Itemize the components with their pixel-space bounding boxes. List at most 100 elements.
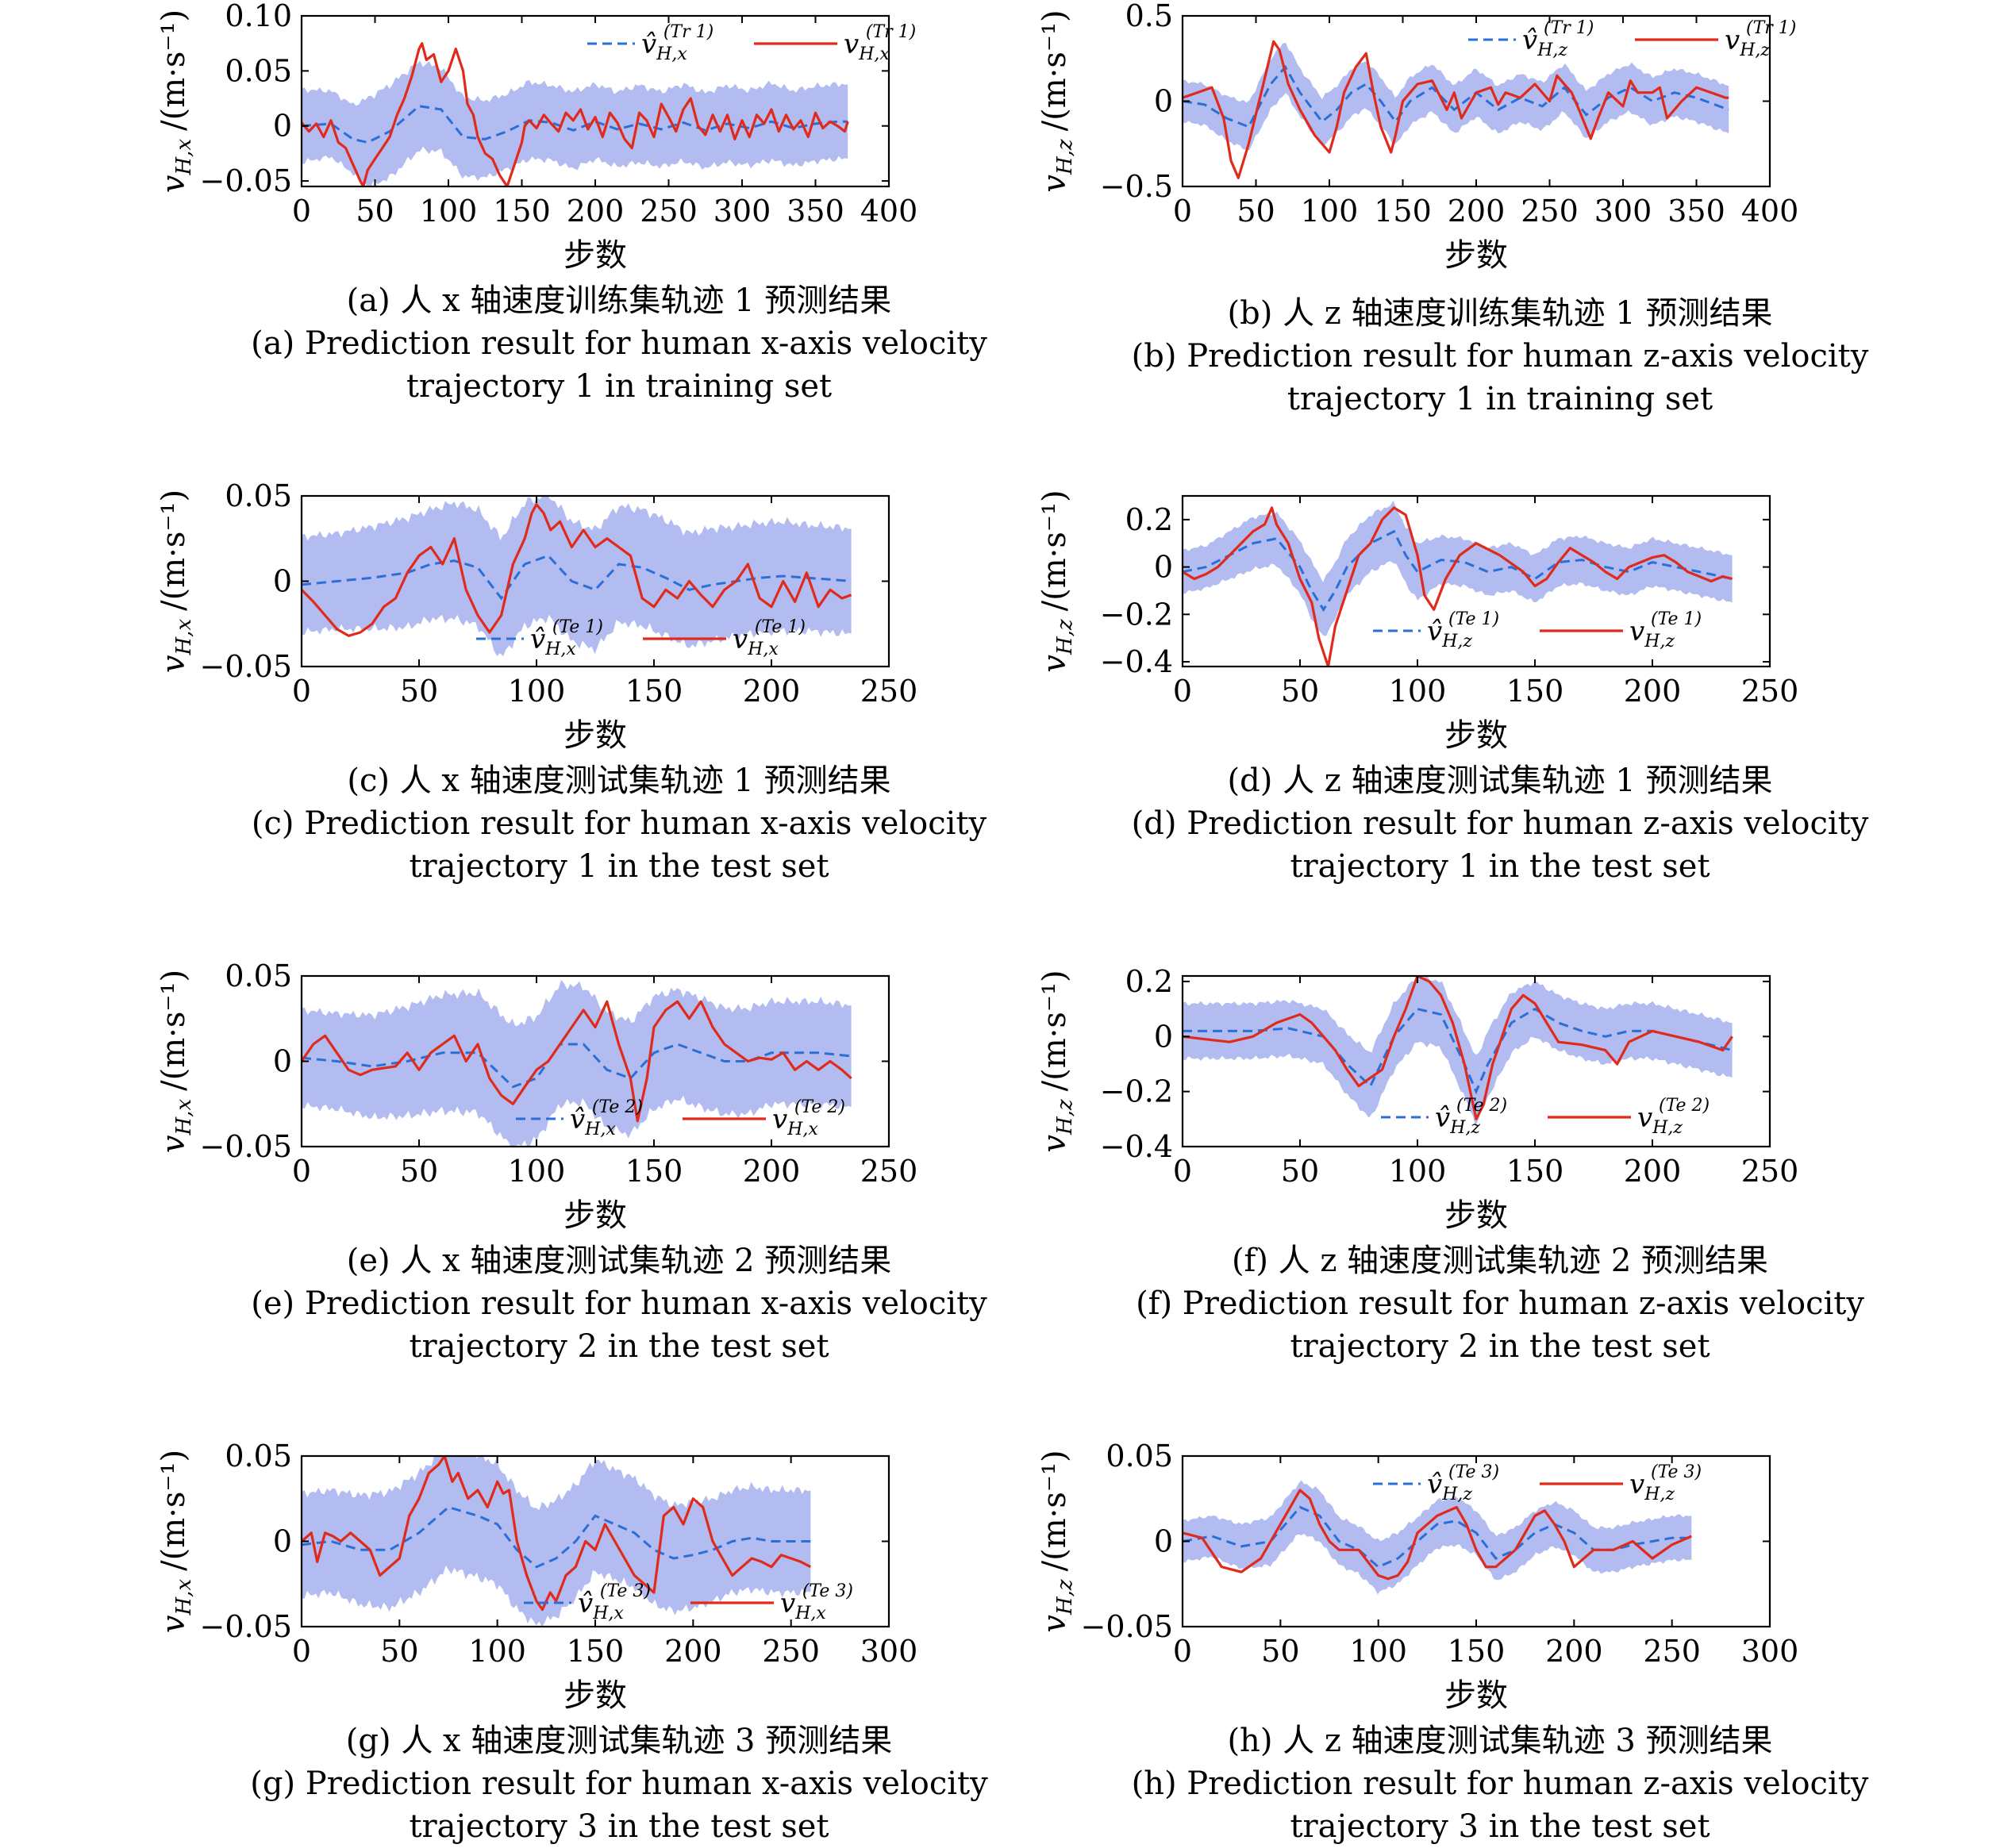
- caption-e-zh: (e) 人 x 轴速度测试集轨迹 2 预测结果: [346, 1243, 892, 1279]
- x-tick-label: 0: [292, 674, 311, 709]
- caption-e-en2: trajectory 2 in the test set: [409, 1328, 829, 1365]
- y-axis-label: vH,x/(m·s⁻¹): [156, 1450, 196, 1633]
- predicted-series-line: [1183, 529, 1733, 613]
- uncertainty-band: [302, 1456, 811, 1627]
- y-tick-label: 0: [1154, 1524, 1173, 1559]
- y-tick-label: −0.5: [1100, 169, 1173, 204]
- x-tick-label: 200: [1448, 194, 1506, 229]
- legend-meas-label: vH,x(Te 1): [733, 617, 806, 659]
- x-tick-label: 250: [1741, 674, 1799, 709]
- legend: v̂H,z(Te 2) vH,z(Te 2): [1381, 1096, 1710, 1138]
- y-axis-label: vH,x/(m·s⁻¹): [156, 970, 196, 1153]
- y-tick-label: 0.05: [225, 478, 292, 513]
- predicted-series-line: [1183, 1007, 1733, 1095]
- x-tick-label: 0: [1173, 1634, 1192, 1669]
- plot-frame: [1181, 494, 1771, 668]
- legend-pred-label: v̂H,x(Te 3): [578, 1581, 651, 1623]
- caption-b-en2: trajectory 1 in training set: [1287, 381, 1713, 417]
- caption-g: (g) 人 x 轴速度测试集轨迹 3 预测结果 (g) Prediction r…: [159, 1719, 1079, 1848]
- x-tick-label: 300: [1594, 194, 1652, 229]
- x-tick-label: 100: [468, 1634, 526, 1669]
- x-tick-label: 100: [1349, 1634, 1407, 1669]
- y-axis-label: vH,z/(m·s⁻¹): [1037, 490, 1077, 672]
- caption-a-en1: (a) Prediction result for human x-axis v…: [251, 325, 987, 362]
- y-tick-label: −0.2: [1100, 1074, 1173, 1109]
- x-tick-label: 0: [292, 1154, 311, 1189]
- y-tick-label: −0.05: [200, 1129, 292, 1164]
- caption-c-en2: trajectory 1 in the test set: [409, 848, 829, 885]
- y-tick-label: −0.4: [1100, 1129, 1173, 1164]
- chart-a: 0 50 100 150 200 250 300 350 400−0.0500.050.10步数…: [156, 0, 917, 274]
- x-tick-label: 100: [1301, 194, 1359, 229]
- caption-c: (c) 人 x 轴速度测试集轨迹 1 预测结果 (c) Prediction r…: [159, 759, 1079, 888]
- caption-f-en2: trajectory 2 in the test set: [1290, 1328, 1710, 1365]
- x-tick-label: 150: [1374, 194, 1432, 229]
- legend-meas-label: vH,z(Tr 1): [1725, 18, 1796, 60]
- x-tick-label: 250: [1741, 1154, 1799, 1189]
- caption-e-en1: (e) Prediction result for human x-axis v…: [251, 1285, 987, 1322]
- caption-f-zh: (f) 人 z 轴速度测试集轨迹 2 预测结果: [1231, 1243, 1769, 1279]
- measured-series-line: [1183, 976, 1733, 1120]
- legend-pred-label: v̂H,x(Te 1): [530, 617, 603, 659]
- x-tick-label: 50: [1261, 1634, 1299, 1669]
- x-tick-label: 0: [292, 194, 311, 229]
- x-axis-label: 步数: [563, 1677, 627, 1714]
- legend-pred-label: v̂H,z(Te 2): [1435, 1096, 1507, 1138]
- legend-meas-label: vH,x(Tr 1): [844, 22, 916, 64]
- x-tick-label: 150: [625, 674, 683, 709]
- x-tick-label: 200: [743, 674, 801, 709]
- caption-d-en1: (d) Prediction result for human z-axis v…: [1131, 805, 1869, 842]
- x-tick-label: 200: [1545, 1634, 1603, 1669]
- x-tick-label: 100: [508, 1154, 566, 1189]
- chart-c: 0 50 100 150 200 250−0.0500.05步数vH,x/(m·s⁻¹)v…: [156, 478, 918, 754]
- y-tick-label: −0.05: [200, 163, 292, 198]
- caption-f: (f) 人 z 轴速度测试集轨迹 2 预测结果 (f) Prediction r…: [1040, 1239, 1960, 1368]
- x-tick-label: 150: [1506, 674, 1564, 709]
- legend: v̂H,x(Te 1) vH,x(Te 1): [476, 617, 806, 659]
- chart-g: 0 50 100 150 200 250 300−0.0500.05步数vH,x/(m·s⁻…: [156, 1439, 917, 1714]
- x-tick-label: 350: [1667, 194, 1725, 229]
- x-tick-label: 50: [356, 194, 394, 229]
- x-tick-label: 200: [567, 194, 625, 229]
- y-tick-label: −0.2: [1100, 597, 1173, 632]
- predicted-series-line: [302, 554, 852, 601]
- y-tick-label: 0.2: [1125, 502, 1173, 537]
- x-tick-label: 50: [380, 1634, 418, 1669]
- chart-e: 0 50 100 150 200 250−0.0500.05步数vH,x/(m·s⁻¹)v…: [156, 959, 917, 1234]
- x-tick-label: 100: [420, 194, 478, 229]
- caption-g-en1: (g) Prediction result for human x-axis v…: [250, 1765, 988, 1802]
- x-tick-label: 100: [1389, 674, 1447, 709]
- measured-series-line: [1183, 40, 1729, 179]
- uncertainty-band: [1183, 1480, 1692, 1595]
- x-tick-label: 250: [1643, 1634, 1701, 1669]
- x-tick-label: 150: [1448, 1634, 1506, 1669]
- legend-pred-label: v̂H,z(Te 3): [1427, 1462, 1499, 1504]
- x-tick-label: 200: [1624, 674, 1682, 709]
- x-tick-label: 250: [762, 1634, 820, 1669]
- plot-frame: [1181, 974, 1771, 1148]
- x-tick-label: 250: [1521, 194, 1579, 229]
- x-axis-label: 步数: [1444, 237, 1508, 274]
- y-axis-label: vH,z/(m·s⁻¹): [1037, 1450, 1077, 1632]
- caption-a: (a) 人 x 轴速度训练集轨迹 1 预测结果 (a) Prediction r…: [159, 279, 1079, 408]
- predicted-series-line: [302, 1505, 811, 1569]
- x-tick-label: 50: [1281, 674, 1319, 709]
- x-tick-label: 200: [1624, 1154, 1682, 1189]
- measured-series-line: [302, 42, 849, 186]
- caption-h-en2: trajectory 3 in the test set: [1290, 1808, 1710, 1845]
- legend: v̂H,z(Te 1) vH,z(Te 1): [1373, 609, 1702, 651]
- legend-pred-label: v̂H,x(Tr 1): [641, 22, 713, 64]
- caption-b: (b) 人 z 轴速度训练集轨迹 1 预测结果 (b) Prediction r…: [1040, 292, 1960, 421]
- uncertainty-band: [302, 979, 852, 1147]
- x-tick-label: 150: [493, 194, 551, 229]
- x-tick-label: 150: [1506, 1154, 1564, 1189]
- caption-a-en2: trajectory 1 in training set: [406, 368, 833, 405]
- caption-g-zh: (g) 人 x 轴速度测试集轨迹 3 预测结果: [345, 1723, 893, 1759]
- y-tick-label: 0: [273, 1524, 292, 1559]
- x-tick-label: 250: [860, 674, 918, 709]
- y-tick-label: −0.05: [1081, 1609, 1173, 1644]
- x-tick-label: 50: [400, 1154, 438, 1189]
- x-axis-label: 步数: [563, 717, 627, 754]
- x-axis-label: 步数: [1444, 1677, 1508, 1714]
- x-tick-label: 50: [400, 674, 438, 709]
